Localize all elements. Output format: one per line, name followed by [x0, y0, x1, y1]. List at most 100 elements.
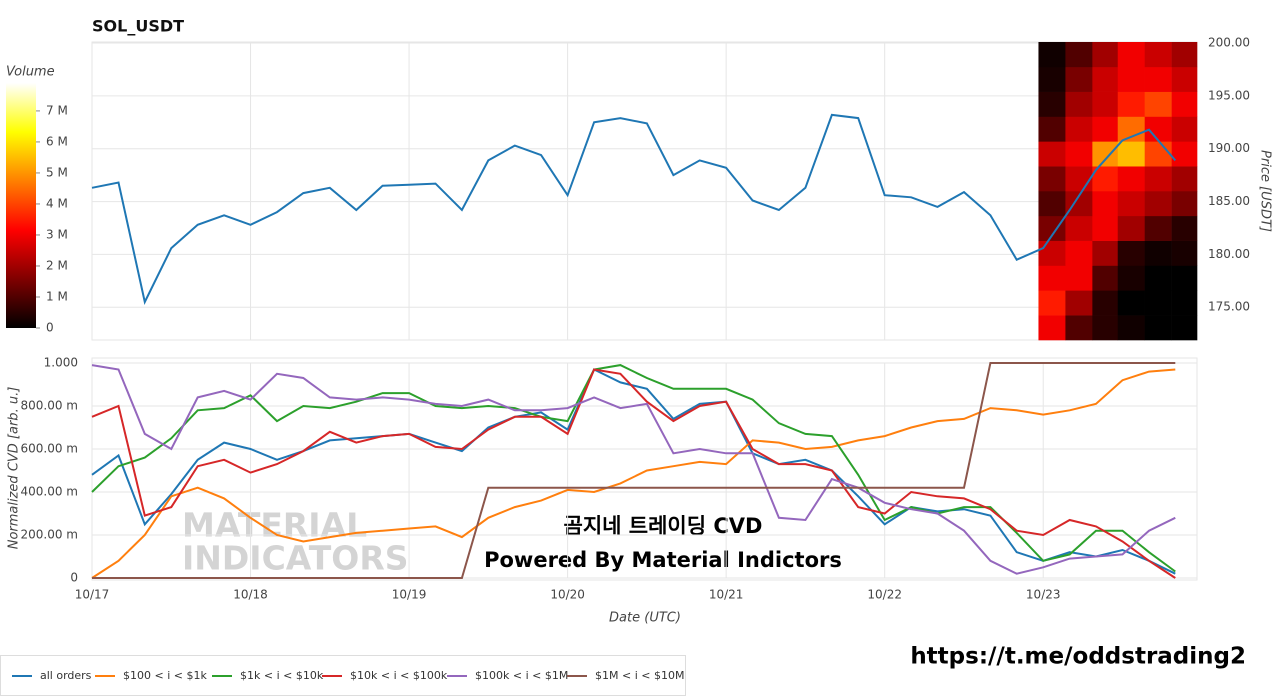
x-tick-label: 10/17	[75, 588, 110, 602]
colorbar	[6, 83, 36, 328]
colorbar-title: Volume	[6, 65, 55, 80]
heatmap-cell	[1038, 141, 1066, 167]
y-tick-label: 200.00 m	[21, 528, 79, 542]
x-tick-label: 10/23	[1026, 588, 1061, 602]
watermark: MATERIAL	[182, 506, 367, 545]
line-series	[91, 368, 1176, 579]
heatmap-cell	[1171, 42, 1198, 68]
heatmap-cell	[1117, 265, 1145, 291]
y-tick-label: 195.00	[1208, 88, 1250, 102]
legend-label[interactable]: $1k < i < $10k	[240, 669, 324, 682]
line-series	[91, 368, 1176, 579]
x-tick-label: 10/22	[867, 588, 902, 602]
heatmap-cell	[1092, 141, 1119, 167]
heatmap-cell	[1171, 240, 1198, 266]
heatmap-cell	[1144, 191, 1172, 217]
colorbar-tick-label: 3 M	[46, 227, 68, 241]
link[interactable]: https://t.me/oddstrading2	[910, 644, 1246, 670]
heatmap-cell	[1092, 265, 1119, 291]
heatmap-cell	[1144, 166, 1172, 192]
y-tick-label: 800.00 m	[21, 399, 79, 413]
line-series	[91, 364, 1176, 575]
colorbar-tick-label: 6 M	[46, 134, 68, 148]
y-tick-label: 600.00 m	[21, 442, 79, 456]
heatmap-cell	[1065, 240, 1093, 266]
watermark: INDICATORS	[182, 539, 409, 578]
heatmap-cell	[1065, 66, 1093, 92]
heatmap-cell	[1144, 141, 1172, 167]
annotation: 곰지네 트레이딩 CVD	[564, 514, 763, 538]
y-tick-label: 200.00	[1208, 36, 1250, 50]
heatmap-cell	[1171, 166, 1198, 192]
heatmap-cell	[1171, 315, 1198, 341]
heatmap-cell	[1065, 315, 1093, 341]
heatmap-cell	[1065, 290, 1093, 316]
heatmap-cell	[1144, 240, 1172, 266]
y-tick-label: 400.00 m	[21, 485, 79, 499]
heatmap-cell	[1117, 116, 1145, 142]
heatmap-cell	[1092, 290, 1119, 316]
heatmap-cell	[1038, 315, 1066, 341]
y-tick-label: 190.00	[1208, 141, 1250, 155]
legend-label[interactable]: $10k < i < $100k	[350, 669, 448, 682]
heatmap-cell	[1144, 66, 1172, 92]
heatmap-cell	[1092, 66, 1119, 92]
heatmap-cell	[1117, 215, 1145, 241]
y-tick-label: 175.00	[1208, 300, 1250, 314]
y-axis-title: Normalized CVD [arb. u.]	[7, 387, 22, 550]
colorbar-tick-label: 2 M	[46, 258, 68, 272]
heatmap-cell	[1171, 265, 1198, 291]
heatmap-cell	[1117, 166, 1145, 192]
heatmap-cell	[1092, 240, 1119, 266]
heatmap-cell	[1117, 42, 1145, 68]
heatmap-cell	[1144, 91, 1172, 117]
heatmap-cell	[1144, 42, 1172, 68]
heatmap-cell	[1092, 315, 1119, 341]
chart-title: SOL_USDT	[92, 17, 184, 36]
colorbar-tick-label: 7 M	[46, 103, 68, 117]
heatmap-cell	[1092, 116, 1119, 142]
y-tick-label: 185.00	[1208, 194, 1250, 208]
colorbar-tick-label: 1 M	[46, 289, 68, 303]
heatmap-cell	[1117, 240, 1145, 266]
x-axis-title: Date (UTC)	[609, 611, 681, 626]
heatmap-cell	[1144, 290, 1172, 316]
y-axis-title: Price [USDT]	[1258, 150, 1273, 232]
legend-label[interactable]: $1M < i < $10M	[595, 669, 684, 682]
x-tick-label: 10/18	[233, 588, 268, 602]
heatmap-cell	[1144, 315, 1172, 341]
heatmap-cell	[1117, 91, 1145, 117]
heatmap-cell	[1038, 265, 1066, 291]
heatmap-cell	[1065, 91, 1093, 117]
legend-label[interactable]: $100k < i < $1M	[475, 669, 568, 682]
line-series	[91, 368, 1176, 575]
line-series	[92, 362, 1176, 579]
heatmap-cell	[1144, 215, 1172, 241]
x-tick-label: 10/21	[709, 588, 744, 602]
heatmap-cell	[1117, 290, 1145, 316]
heatmap-cell	[1117, 141, 1145, 167]
x-tick-label: 10/19	[392, 588, 427, 602]
heatmap-cell	[1092, 191, 1119, 217]
heatmap-cell	[1092, 215, 1119, 241]
line-series	[91, 113, 1177, 306]
price-frame	[91, 41, 1198, 341]
heatmap-cell	[1038, 191, 1066, 217]
heatmap-cell	[1117, 191, 1145, 217]
annotation: Powered By Material Indictors	[484, 548, 842, 572]
heatmap-cell	[1038, 290, 1066, 316]
legend-label[interactable]: all orders	[40, 669, 92, 682]
heatmap-cell	[1065, 42, 1093, 68]
heatmap-cell	[1171, 141, 1198, 167]
heatmap-cell	[1092, 91, 1119, 117]
heatmap-cell	[1038, 166, 1066, 192]
y-tick-label: 1.000	[44, 356, 78, 370]
heatmap-cell	[1065, 166, 1093, 192]
heatmap-cell	[1038, 91, 1066, 117]
heatmap-cell	[1065, 215, 1093, 241]
heatmap-cell	[1038, 66, 1066, 92]
legend-label[interactable]: $100 < i < $1k	[123, 669, 207, 682]
heatmap-cell	[1038, 116, 1066, 142]
colorbar-tick-label: 5 M	[46, 165, 68, 179]
